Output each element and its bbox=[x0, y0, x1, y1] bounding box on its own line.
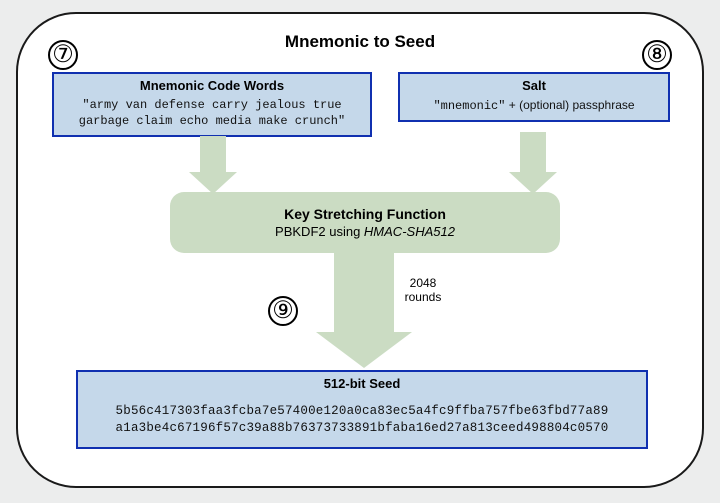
mnemonic-body: "army van defense carry jealous true gar… bbox=[54, 95, 370, 135]
diagram-panel: Mnemonic to Seed ⑦ ⑧ Mnemonic Code Words… bbox=[16, 12, 704, 488]
arrow-mnemonic-stem bbox=[200, 136, 226, 172]
salt-body: "mnemonic" + (optional) passphrase bbox=[400, 95, 668, 120]
step-8-label: ⑧ bbox=[646, 43, 668, 67]
seed-box: 512-bit Seed 5b56c417303faa3fcba7e57400e… bbox=[76, 370, 648, 449]
arrow-salt-stem bbox=[520, 132, 546, 172]
step-7-label: ⑦ bbox=[52, 43, 74, 67]
diagram-title: Mnemonic to Seed bbox=[18, 32, 702, 52]
kdf-sub-prefix: PBKDF2 using bbox=[275, 224, 364, 239]
kdf-sub-ital: HMAC-SHA512 bbox=[364, 224, 455, 239]
arrow-kdf-stem bbox=[334, 252, 394, 332]
kdf-title: Key Stretching Function bbox=[180, 206, 550, 222]
salt-suffix: (optional) passphrase bbox=[519, 98, 634, 112]
salt-prefix: "mnemonic" bbox=[433, 99, 505, 113]
kdf-sub: PBKDF2 using HMAC-SHA512 bbox=[180, 224, 550, 239]
step-8-badge: ⑧ bbox=[642, 40, 672, 70]
seed-line1: 5b56c417303faa3fcba7e57400e120a0ca83ec5a… bbox=[86, 403, 638, 420]
rounds-line1: 2048 bbox=[398, 276, 448, 290]
salt-header: Salt bbox=[400, 74, 668, 95]
step-9-label: ⑨ bbox=[272, 299, 294, 323]
mnemonic-box: Mnemonic Code Words "army van defense ca… bbox=[52, 72, 372, 137]
mnemonic-header: Mnemonic Code Words bbox=[54, 74, 370, 95]
step-9-badge: ⑨ bbox=[268, 296, 298, 326]
seed-header: 512-bit Seed bbox=[78, 372, 646, 393]
rounds-label: 2048 rounds bbox=[398, 276, 448, 305]
arrow-kdf-head bbox=[316, 332, 412, 368]
step-7-badge: ⑦ bbox=[48, 40, 78, 70]
salt-plus: + bbox=[505, 98, 519, 112]
seed-body: 5b56c417303faa3fcba7e57400e120a0ca83ec5a… bbox=[78, 393, 646, 447]
kdf-box: Key Stretching Function PBKDF2 using HMA… bbox=[170, 192, 560, 253]
salt-box: Salt "mnemonic" + (optional) passphrase bbox=[398, 72, 670, 122]
arrow-salt-head bbox=[509, 172, 557, 194]
seed-line2: a1a3be4c67196f57c39a88b76373733891bfaba1… bbox=[86, 420, 638, 437]
rounds-line2: rounds bbox=[398, 290, 448, 304]
arrow-mnemonic-head bbox=[189, 172, 237, 194]
